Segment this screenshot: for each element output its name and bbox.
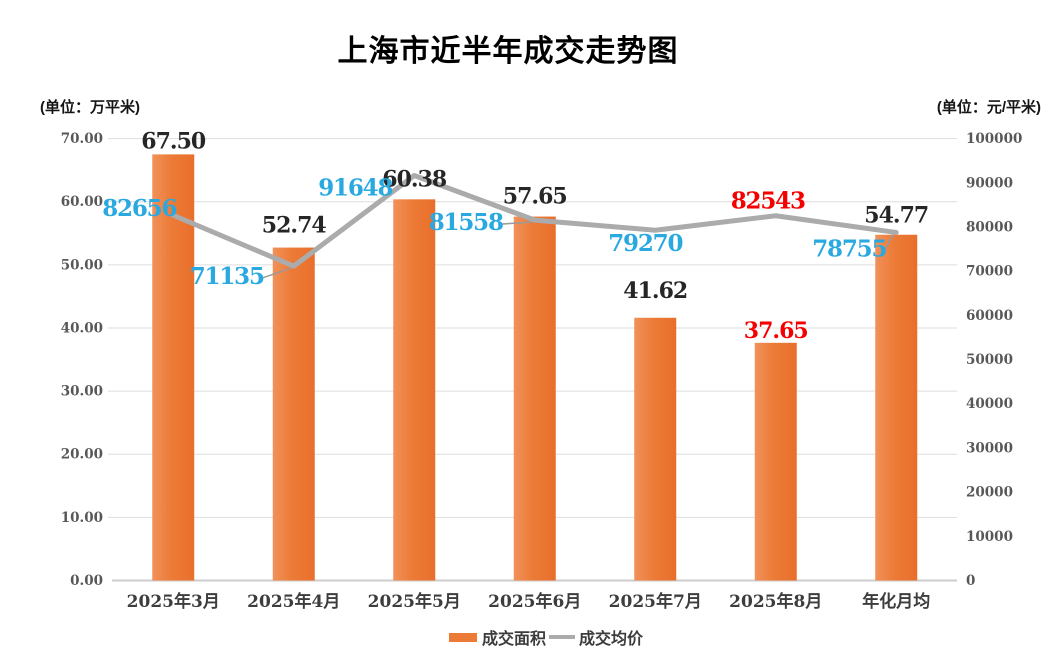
bar-2025年7月[interactable] — [634, 317, 677, 581]
label-leader-line — [500, 221, 532, 225]
bar-2025年5月[interactable] — [393, 199, 436, 581]
right-axis-tick-label: 20000 — [966, 485, 1013, 501]
line-value-label: 82656 — [102, 195, 176, 222]
chart-legend: 成交面积 成交均价 — [449, 628, 644, 648]
x-axis-category-label: 年化月均 — [862, 591, 930, 612]
right-axis-tick-label: 70000 — [966, 264, 1013, 280]
x-axis-category-label: 2025年4月 — [247, 591, 340, 612]
bar-年化月均[interactable] — [875, 234, 918, 581]
right-axis-tick-label: 40000 — [966, 396, 1013, 412]
left-axis-tick-label: 60.00 — [61, 194, 103, 210]
chart-title: 上海市近半年成交走势图 — [337, 35, 679, 68]
x-axis-category-label: 2025年5月 — [368, 591, 461, 612]
combo-chart-plot: 67.50 52.74 60.38 57.65 41.62 37.65 54.77 82656… — [61, 128, 1023, 612]
trend-line[interactable] — [170, 173, 899, 269]
label-leader-line — [261, 267, 291, 279]
line-value-label: 71135 — [190, 263, 264, 290]
left-axis-tick-label: 70.00 — [61, 131, 103, 147]
line-value-label: 91648 — [318, 175, 392, 202]
left-axis-tick-label: 20.00 — [61, 447, 103, 463]
bar-value-label: 37.65 — [744, 318, 808, 344]
right-axis-unit-label: (单位：元/平米) — [936, 99, 1041, 116]
line-value-label: 82543 — [731, 188, 805, 215]
axis-labels-group: 0.00 10.00 20.00 30.00 40.00 50.00 60.00 70.00 0… — [61, 131, 1023, 612]
x-axis-category-label: 2025年7月 — [609, 591, 702, 612]
bar-series-swatch[interactable] — [449, 632, 477, 642]
bar-value-label: 41.62 — [623, 278, 687, 304]
line-value-label: 81558 — [429, 209, 503, 236]
x-axis-category-label: 2025年6月 — [488, 591, 581, 612]
left-axis-tick-label: 40.00 — [61, 320, 103, 336]
left-axis-tick-label: 30.00 — [61, 384, 103, 400]
left-axis-tick-label: 50.00 — [61, 257, 103, 273]
right-axis-tick-label: 80000 — [966, 219, 1013, 235]
bar-value-label: 57.65 — [503, 184, 567, 210]
line-series-group — [170, 173, 899, 269]
bar-value-label: 52.74 — [262, 213, 327, 239]
x-axis-category-label: 2025年8月 — [729, 591, 822, 612]
right-axis-tick-label: 30000 — [966, 440, 1013, 456]
bar-value-label: 67.50 — [141, 128, 206, 154]
bar-2025年3月[interactable] — [152, 154, 195, 581]
legend-label-transaction-area[interactable]: 成交面积 — [482, 631, 547, 648]
bar-2025年8月[interactable] — [754, 342, 797, 581]
right-axis-tick-label: 60000 — [966, 308, 1013, 324]
right-axis-tick-label: 50000 — [966, 352, 1013, 368]
bar-value-label: 54.77 — [864, 203, 928, 229]
left-axis-tick-label: 10.00 — [61, 510, 103, 526]
x-axis-category-label: 2025年3月 — [127, 591, 220, 612]
right-axis-tick-label: 90000 — [966, 175, 1013, 191]
line-value-label: 78755 — [812, 235, 886, 262]
left-axis-unit-label: (单位：万平米) — [40, 99, 140, 116]
line-value-label: 79270 — [608, 230, 682, 257]
bar-value-label: 60.38 — [382, 166, 447, 192]
legend-label-average-price[interactable]: 成交均价 — [579, 631, 644, 648]
right-axis-tick-label: 100000 — [966, 131, 1022, 147]
label-leader-line — [883, 234, 894, 251]
bar-2025年4月[interactable] — [272, 247, 315, 581]
bar-series-group — [152, 154, 918, 581]
line-series-swatch[interactable] — [549, 635, 576, 639]
right-axis-tick-label: 0 — [966, 573, 975, 589]
left-axis-tick-label: 0.00 — [70, 573, 103, 589]
value-labels-group: 67.50 52.74 60.38 57.65 41.62 37.65 54.77 82656… — [102, 128, 929, 344]
right-axis-tick-label: 10000 — [966, 529, 1013, 545]
bar-2025年6月[interactable] — [513, 216, 556, 581]
